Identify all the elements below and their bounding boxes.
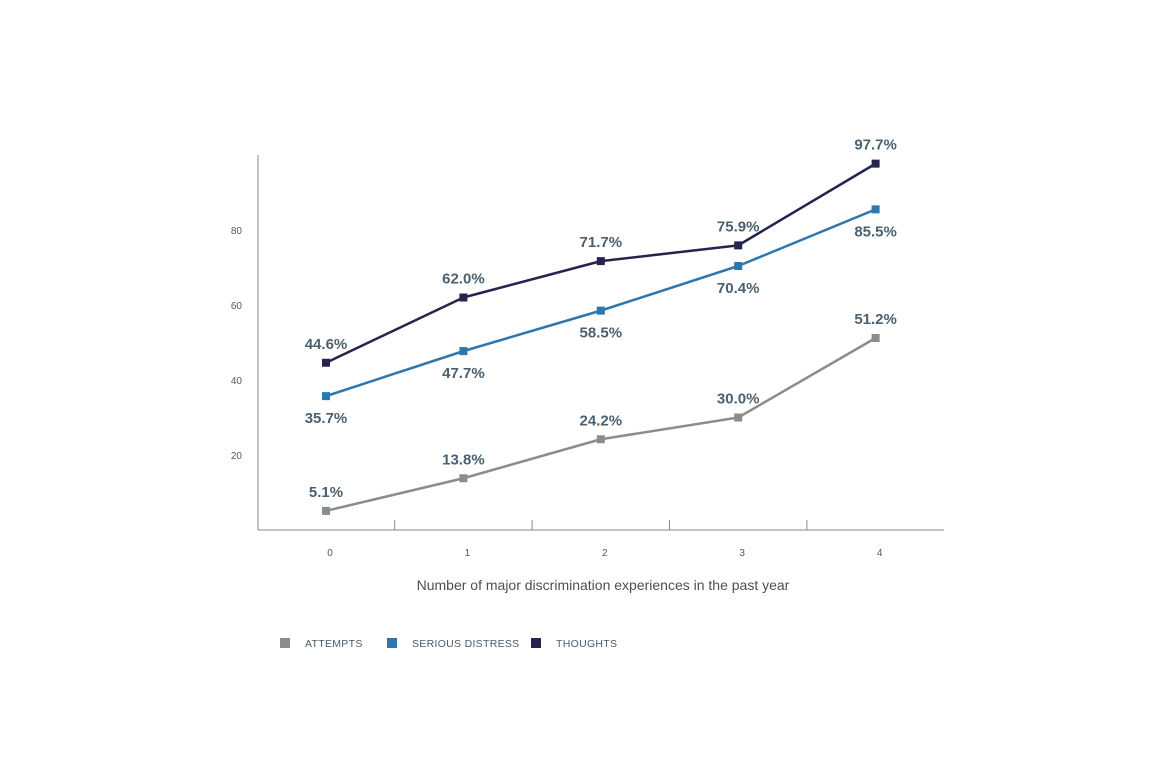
data-point-attempts bbox=[871, 334, 880, 342]
data-label-distress: 58.5% bbox=[580, 325, 623, 342]
y-tick-label: 80 bbox=[231, 226, 243, 237]
y-tick-labels: 20 40 60 80 bbox=[231, 226, 243, 462]
data-label-attempts: 5.1% bbox=[309, 484, 343, 501]
data-label-attempts: 24.2% bbox=[580, 412, 623, 429]
data-point-attempts bbox=[322, 506, 330, 515]
data-point-attempts bbox=[596, 435, 605, 444]
data-point-distress bbox=[871, 205, 880, 214]
legend-label: THOUGHTS bbox=[556, 638, 617, 650]
legend-label: ATTEMPTS bbox=[305, 638, 363, 650]
data-point-attempts bbox=[459, 474, 468, 483]
data-point-distress bbox=[322, 392, 330, 401]
x-tick-label: 4 bbox=[877, 548, 883, 559]
data-label-thoughts: 62.0% bbox=[442, 271, 485, 288]
data-point-thoughts bbox=[459, 293, 468, 302]
data-label-thoughts: 71.7% bbox=[580, 234, 623, 251]
legend-swatch bbox=[387, 638, 397, 648]
x-tick-label: 3 bbox=[739, 548, 745, 559]
y-tick-label: 40 bbox=[231, 376, 243, 387]
data-label-distress: 70.4% bbox=[717, 280, 760, 297]
y-tick-label: 20 bbox=[231, 451, 243, 462]
data-labels-layer: 5.1% 13.8% 24.2% 30.0% 51.2% 35.7% 47.7% 58.5% 7… bbox=[305, 137, 897, 501]
data-label-attempts: 30.0% bbox=[717, 391, 760, 408]
legend: ATTEMPTS SERIOUS DISTRESS THOUGHTS bbox=[280, 638, 617, 650]
legend-swatch bbox=[280, 638, 290, 648]
data-label-thoughts: 44.6% bbox=[305, 336, 348, 353]
data-label-distress: 35.7% bbox=[305, 410, 348, 427]
data-point-thoughts bbox=[734, 241, 743, 250]
series-layer bbox=[322, 159, 880, 515]
legend-label: SERIOUS DISTRESS bbox=[412, 638, 520, 650]
y-tick-label: 60 bbox=[231, 301, 243, 312]
data-point-distress bbox=[459, 347, 468, 356]
data-point-distress bbox=[734, 262, 743, 270]
data-point-thoughts bbox=[322, 358, 330, 367]
series-distress bbox=[322, 205, 880, 401]
data-point-thoughts bbox=[596, 257, 605, 266]
chart-axes bbox=[257, 155, 944, 531]
data-point-attempts bbox=[734, 413, 743, 422]
series-thoughts bbox=[322, 159, 880, 367]
data-label-distress: 47.7% bbox=[442, 365, 485, 382]
x-tick-label: 0 bbox=[327, 548, 333, 559]
series-attempts bbox=[322, 334, 880, 515]
x-tick-marks bbox=[394, 520, 808, 530]
data-point-thoughts bbox=[871, 159, 880, 168]
x-tick-labels: 0 1 2 3 4 bbox=[327, 548, 883, 559]
data-point-distress bbox=[596, 306, 605, 315]
legend-item-thoughts: THOUGHTS bbox=[531, 638, 617, 650]
data-label-attempts: 51.2% bbox=[854, 311, 897, 328]
legend-swatch bbox=[531, 638, 541, 648]
data-label-distress: 85.5% bbox=[854, 223, 897, 240]
legend-item-distress: SERIOUS DISTRESS bbox=[387, 638, 520, 650]
data-label-thoughts: 75.9% bbox=[717, 218, 760, 235]
data-label-thoughts: 97.7% bbox=[854, 137, 897, 154]
x-axis-title: Number of major discrimination experienc… bbox=[417, 577, 790, 593]
legend-item-attempts: ATTEMPTS bbox=[280, 638, 363, 650]
data-label-attempts: 13.8% bbox=[442, 451, 485, 468]
x-tick-label: 2 bbox=[602, 548, 608, 559]
x-tick-label: 1 bbox=[465, 548, 471, 559]
